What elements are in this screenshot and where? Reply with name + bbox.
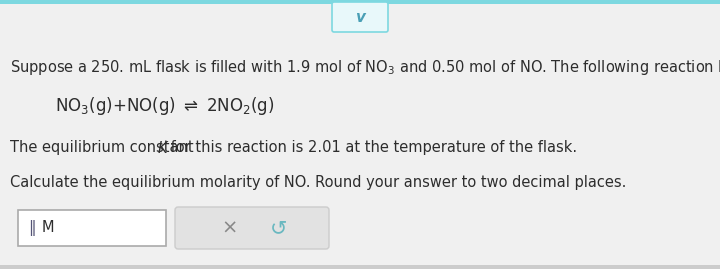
Text: The equilibrium constant: The equilibrium constant: [10, 140, 198, 155]
Text: M: M: [42, 221, 55, 235]
FancyBboxPatch shape: [175, 207, 329, 249]
Bar: [0, 265, 720, 269]
Bar: [0, 0, 720, 4]
Text: NO$_3$(g)+NO(g) $\rightleftharpoons$ 2NO$_2$(g): NO$_3$(g)+NO(g) $\rightleftharpoons$ 2NO…: [55, 95, 274, 117]
Text: ×: ×: [222, 218, 238, 238]
Text: for this reaction is 2.01 at the temperature of the flask.: for this reaction is 2.01 at the tempera…: [166, 140, 577, 155]
Text: ‖: ‖: [28, 220, 35, 236]
Text: Calculate the equilibrium molarity of NO. Round your answer to two decimal place: Calculate the equilibrium molarity of NO…: [10, 175, 626, 190]
Text: ↺: ↺: [270, 218, 287, 238]
Text: v: v: [355, 10, 365, 26]
Text: Suppose a 250. mL flask is filled with 1.9 mol of NO$_3$ and 0.50 mol of NO. The: Suppose a 250. mL flask is filled with 1…: [10, 58, 720, 77]
FancyBboxPatch shape: [332, 2, 388, 32]
Text: $K$: $K$: [157, 140, 170, 156]
Bar: [18, 210, 166, 246]
